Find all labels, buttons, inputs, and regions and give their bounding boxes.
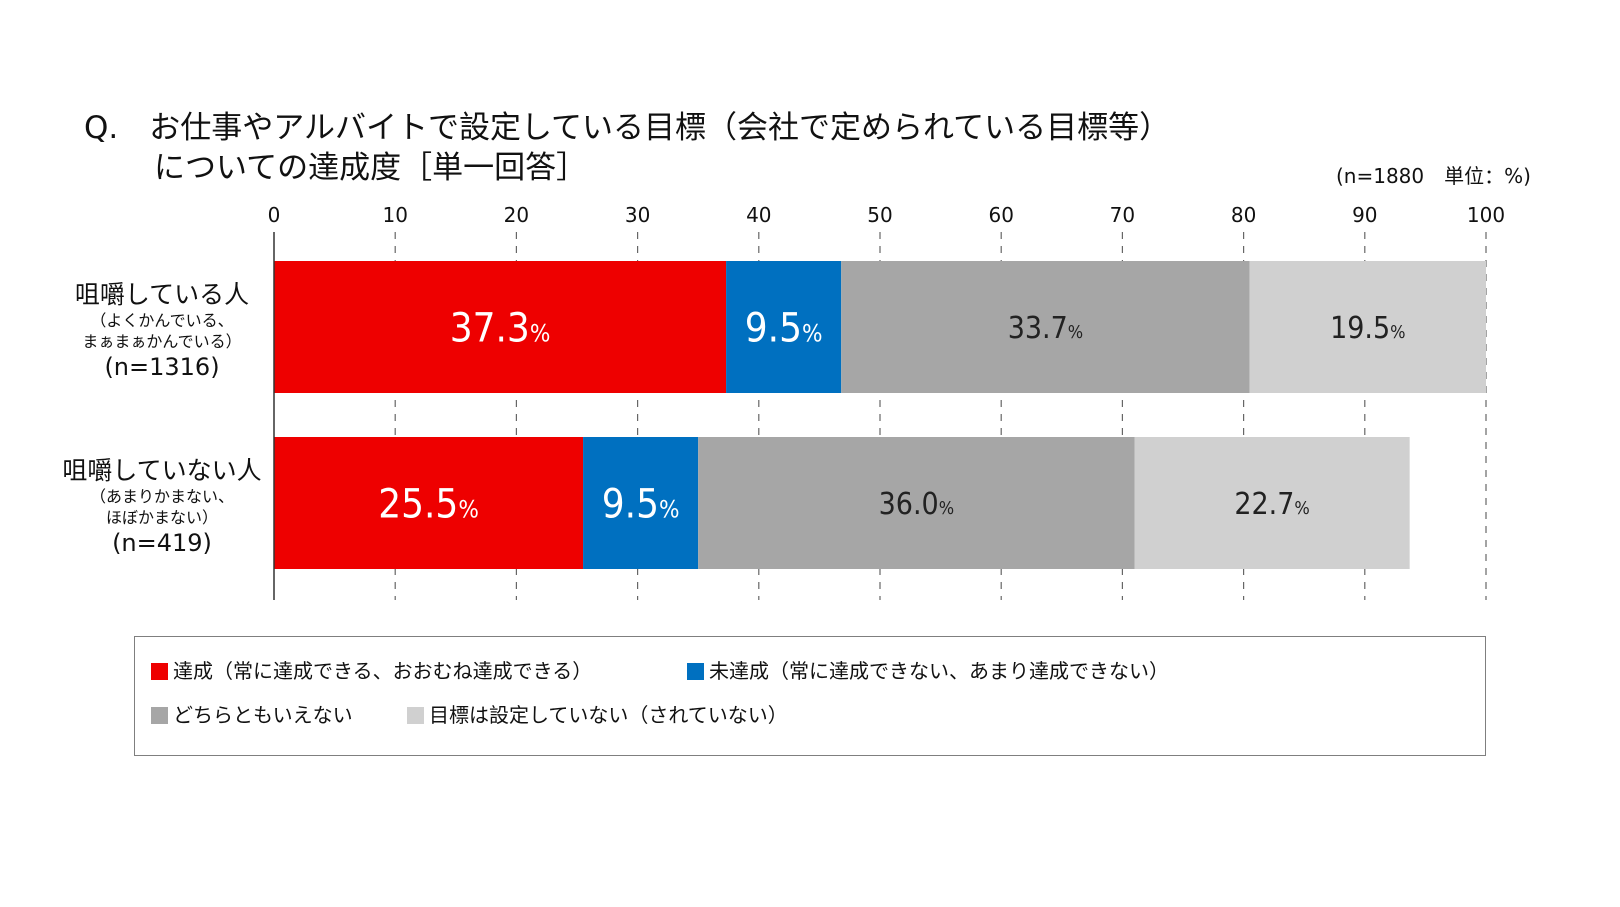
row-label-sub-2: まぁまぁかんでいる） — [82, 332, 242, 351]
legend-swatch-red — [151, 663, 168, 680]
bar-segment — [274, 437, 584, 569]
bar-segment — [698, 437, 1135, 569]
tick-label: 30 — [625, 203, 650, 227]
sample-note: (n=1880 単位：%) — [1336, 164, 1531, 188]
tick-label: 60 — [988, 203, 1013, 227]
bar-segment — [583, 437, 699, 569]
tick-label: 20 — [504, 203, 529, 227]
legend-label: 目標は設定していない（されていない） — [429, 703, 788, 727]
chart-title: Q. お仕事やアルバイトで設定している目標（会社で定められている目標等） について… — [84, 108, 1170, 188]
tick-label: 50 — [867, 203, 892, 227]
legend-item-neither: どちらともいえない — [151, 703, 353, 727]
row-label-n: (n=419) — [112, 529, 212, 557]
row-label-n: (n=1316) — [104, 353, 220, 381]
tick-label: 0 — [268, 203, 281, 227]
tick-label: 40 — [746, 203, 771, 227]
data-label: 36.0% — [879, 487, 954, 522]
tick-label: 70 — [1110, 203, 1135, 227]
tick-label: 100 — [1467, 203, 1505, 227]
tick-label: 10 — [382, 203, 407, 227]
bar-segment — [726, 261, 842, 393]
row-label-main: 咀嚼していない人 — [62, 456, 262, 485]
bar-segment — [841, 261, 1250, 393]
row-label-not-chewing: 咀嚼していない人 （あまりかまない、 ほぼかまない） (n=419) — [52, 456, 272, 558]
bar-segment — [1249, 261, 1486, 393]
legend-swatch-dark-gray — [151, 707, 168, 724]
row-label-sub-1: （よくかんでいる、 — [90, 311, 234, 330]
row-label-main: 咀嚼している人 — [74, 280, 250, 309]
tick-label: 80 — [1231, 203, 1256, 227]
data-label: 19.5% — [1330, 311, 1405, 346]
legend: 達成（常に達成できる、おおむね達成できる） 未達成（常に達成できない、あまり達成… — [134, 636, 1486, 756]
title-line-1: Q. お仕事やアルバイトで設定している目標（会社で定められている目標等） — [84, 110, 1171, 146]
legend-label: どちらともいえない — [173, 703, 353, 727]
tick-label: 90 — [1352, 203, 1377, 227]
legend-item-no-goal: 目標は設定していない（されていない） — [407, 703, 788, 727]
data-label: 9.5% — [745, 305, 823, 351]
data-label: 33.7% — [1008, 311, 1083, 346]
data-label: 22.7% — [1234, 487, 1309, 522]
legend-swatch-light-gray — [407, 707, 424, 724]
data-label: 25.5% — [378, 481, 479, 527]
bar-segment — [274, 261, 727, 393]
legend-item-achieved: 達成（常に達成できる、おおむね達成できる） — [151, 659, 592, 683]
data-label: 37.3% — [450, 305, 551, 351]
title-line-2: についての達成度［単一回答］ — [154, 150, 588, 186]
row-label-sub-1: （あまりかまない、 — [89, 487, 234, 506]
row-label-chewing: 咀嚼している人 （よくかんでいる、 まぁまぁかんでいる） (n=1316) — [52, 280, 272, 382]
legend-item-not-achieved: 未達成（常に達成できない、あまり達成できない） — [687, 659, 1169, 683]
legend-swatch-blue — [687, 663, 704, 680]
data-label: 9.5% — [602, 481, 680, 527]
legend-label: 未達成（常に達成できない、あまり達成できない） — [709, 659, 1169, 683]
row-label-sub-2: ほぼかまない） — [105, 508, 218, 527]
legend-label: 達成（常に達成できる、おおむね達成できる） — [173, 659, 593, 683]
bar-segment — [1134, 437, 1410, 569]
